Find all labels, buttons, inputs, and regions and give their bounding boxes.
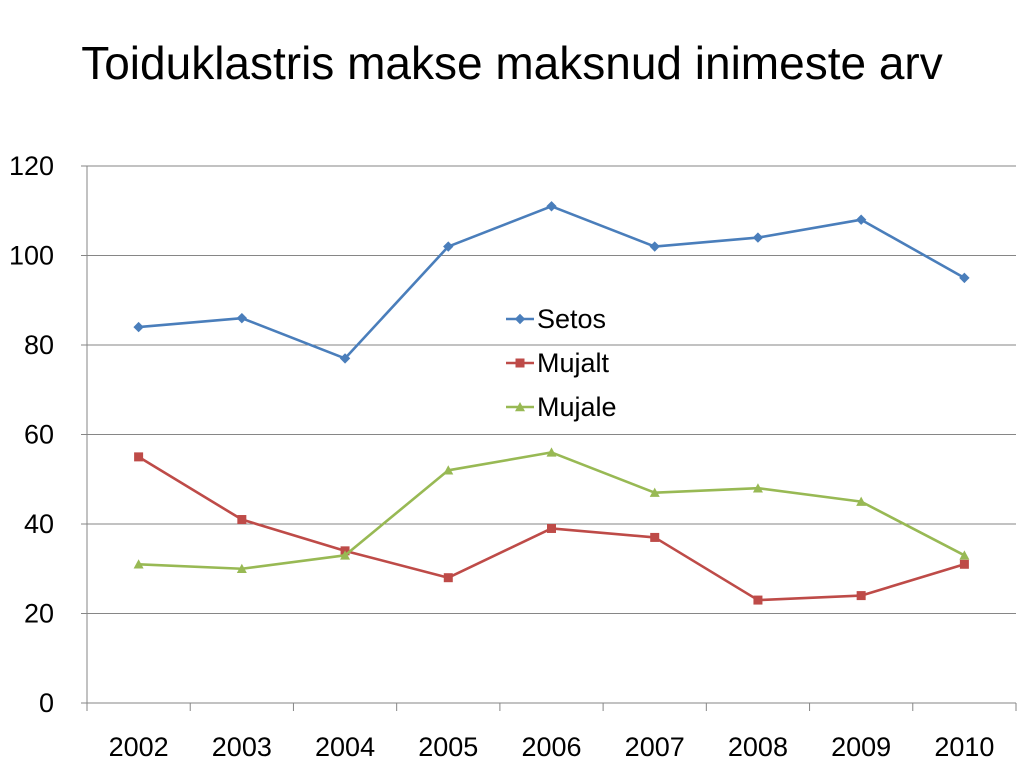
series-line (138, 204, 966, 360)
data-point (236, 312, 248, 324)
y-tick-label: 80 (24, 330, 54, 360)
y-tick-label: 60 (24, 420, 54, 450)
x-tick-label: 2009 (831, 732, 891, 762)
x-tick-label: 2004 (315, 732, 375, 762)
y-tick-label: 20 (24, 599, 54, 629)
y-tick-label: 120 (9, 151, 54, 181)
axes: 0 20 40 60 80 100 120 2002 2003 2004 2005 2006 2007 2… (9, 151, 1017, 762)
data-point (753, 595, 763, 605)
data-point (856, 591, 866, 601)
data-point (959, 550, 970, 560)
data-point (339, 353, 351, 364)
data-point (546, 447, 557, 457)
data-point (546, 201, 557, 212)
legend-label: Mujalt (537, 348, 610, 378)
data-point (959, 272, 970, 284)
legend-item: Setos (506, 304, 606, 334)
series-line (138, 451, 965, 571)
data-point (856, 496, 867, 506)
data-point (855, 214, 867, 225)
data-point (959, 559, 969, 569)
x-tick-label: 2003 (212, 732, 272, 762)
y-tick-label: 0 (39, 688, 54, 718)
data-point (340, 550, 351, 560)
legend-swatch-marker (515, 358, 525, 368)
legend: Setos Mujalt Mujale (506, 304, 617, 422)
data-point (443, 465, 454, 475)
data-point (133, 559, 144, 569)
legend-swatch-marker (514, 313, 526, 325)
gridlines (87, 165, 1016, 614)
series-lines (133, 201, 970, 605)
series-mujalt (134, 452, 969, 605)
x-tick-label: 2002 (109, 732, 169, 762)
data-point (443, 241, 454, 252)
legend-swatch-marker (515, 402, 525, 412)
legend-item: Mujalt (506, 348, 610, 378)
legend-item: Mujale (506, 392, 617, 422)
data-point (134, 452, 144, 462)
data-point (133, 321, 144, 333)
data-point (752, 232, 764, 243)
series-mujale (133, 447, 970, 573)
data-point (547, 523, 556, 533)
chart-title: Toiduklastris makse maksnud inimeste arv (81, 37, 943, 89)
data-point (650, 532, 660, 542)
data-point (649, 241, 660, 252)
x-tick-label: 2006 (521, 732, 581, 762)
legend-label: Setos (537, 304, 606, 334)
data-point (649, 487, 660, 497)
x-tick-label: 2008 (728, 732, 788, 762)
data-point (443, 573, 453, 583)
x-tick-label: 2007 (625, 732, 685, 762)
x-tick-label: 2005 (418, 732, 478, 762)
y-tick-label: 100 (9, 241, 54, 271)
data-point (237, 515, 247, 525)
legend-label: Mujale (537, 392, 617, 422)
series-setos (133, 201, 970, 364)
data-point (752, 483, 763, 493)
x-tick-label: 2010 (934, 732, 994, 762)
data-point (236, 563, 247, 573)
y-tick-label: 40 (24, 509, 54, 539)
